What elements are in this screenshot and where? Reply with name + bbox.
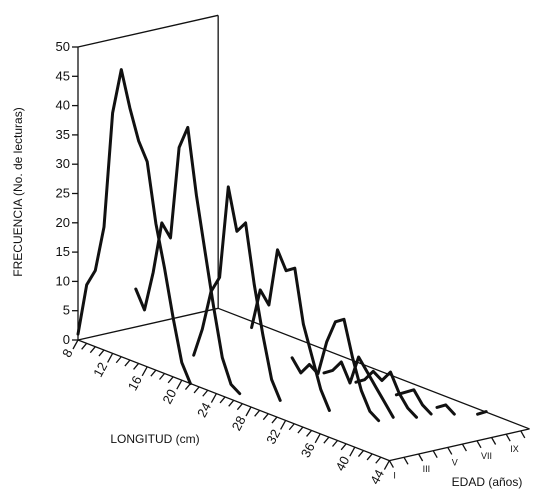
- y-tick-label: 40: [56, 98, 70, 113]
- z-tick-mark: [447, 447, 453, 455]
- x-tick-mark: [167, 376, 174, 384]
- z-tick-mark: [476, 440, 482, 449]
- y-tick-label: 0: [63, 332, 70, 347]
- back-floor-edge: [77, 307, 219, 341]
- y-tick-label: 10: [56, 273, 70, 288]
- y-axis-ticks: 0 5 10 15 20 25 30 35 40 45 50: [56, 39, 78, 347]
- back-top-edge: [77, 14, 219, 48]
- x-tick-mark: [254, 409, 261, 417]
- x-tick-mark: [72, 339, 79, 350]
- y-tick-label: 30: [56, 156, 70, 171]
- z-tick-mark: [461, 443, 467, 452]
- x-tick-mark: [375, 456, 382, 464]
- z-tick-mark: [520, 430, 526, 439]
- series-line-7: [394, 388, 433, 416]
- z-tick-mark: [505, 433, 511, 442]
- z-tick-label: VII: [481, 451, 492, 461]
- y-tick-label: 45: [56, 68, 70, 83]
- x-tick-mark: [219, 396, 226, 404]
- x-tick-label: 20: [159, 387, 179, 407]
- z-tick-label: V: [452, 457, 458, 467]
- x-tick-mark: [202, 389, 209, 397]
- x-tick-label: 12: [90, 360, 110, 380]
- y-tick-label: 15: [56, 244, 70, 259]
- x-tick-mark: [98, 349, 105, 357]
- y-tick-label: 25: [56, 186, 70, 201]
- x-tick-mark: [366, 453, 373, 461]
- x-tick-mark: [340, 443, 347, 451]
- z-tick-mark: [388, 460, 394, 468]
- x-tick-mark: [150, 369, 157, 377]
- x-tick-mark: [280, 420, 287, 430]
- x-tick-mark: [124, 359, 131, 367]
- far-floor-edge: [217, 307, 530, 430]
- y-tick-label: 5: [63, 303, 70, 318]
- series-lines: [76, 68, 488, 423]
- x-tick-mark: [323, 436, 330, 444]
- x-tick-mark: [357, 450, 364, 457]
- x-tick-mark: [210, 393, 217, 403]
- x-tick-mark: [141, 366, 148, 377]
- x-tick-label: 24: [194, 400, 214, 420]
- x-tick-mark: [332, 440, 338, 447]
- x-tick-mark: [193, 386, 200, 394]
- series-line-3: [250, 248, 331, 412]
- series-line-6: [354, 369, 418, 419]
- x-tick-mark: [262, 413, 269, 421]
- series-line-1: [134, 125, 242, 396]
- y-tick-label: 50: [56, 39, 70, 54]
- x-tick-mark: [159, 373, 165, 380]
- x-tick-label: 32: [263, 427, 283, 447]
- x-tick-mark: [288, 423, 295, 431]
- x-axis-label: LONGITUD (cm): [110, 432, 199, 446]
- x-tick-mark: [115, 356, 122, 364]
- x-tick-mark: [297, 426, 304, 434]
- z-tick-mark: [491, 437, 497, 445]
- x-tick-label: 36: [298, 440, 318, 460]
- series-line-5: [322, 355, 395, 419]
- series-line-2: [192, 185, 282, 402]
- z-tick-label: IX: [510, 444, 519, 454]
- x-tick-mark: [176, 379, 183, 390]
- series-line-4: [290, 317, 381, 423]
- x-tick-mark: [271, 416, 278, 424]
- y-axis-label: FRECUENCIA (No. de lecturas): [11, 107, 25, 276]
- y-tick-label: 20: [56, 215, 70, 230]
- chart-frame: [77, 14, 530, 462]
- z-axis-line: [389, 428, 530, 462]
- x-tick-mark: [314, 433, 321, 444]
- z-tick-mark: [418, 453, 424, 462]
- z-tick-label: I: [393, 471, 396, 481]
- z-tick-label: III: [423, 464, 431, 474]
- z-tick-mark: [432, 450, 438, 459]
- x-tick-mark: [245, 406, 252, 417]
- x-tick-mark: [349, 446, 356, 457]
- y-tick-label: 35: [56, 127, 70, 142]
- x-tick-mark: [306, 430, 313, 437]
- z-axis-label: EDAD (años): [452, 475, 523, 489]
- x-tick-mark: [107, 353, 114, 363]
- series-line-0: [76, 68, 192, 386]
- x-tick-label: 40: [332, 454, 352, 474]
- series-line-8: [435, 403, 456, 416]
- x-tick-mark: [81, 342, 88, 350]
- x-tick-label: 44: [367, 467, 387, 487]
- x-tick-mark: [228, 399, 235, 407]
- x-tick-mark: [383, 460, 390, 470]
- series-line-9: [476, 410, 488, 416]
- x-tick-mark: [89, 346, 96, 354]
- x-tick-label: 28: [229, 413, 249, 433]
- z-tick-mark: [403, 456, 409, 465]
- x-tick-mark: [133, 363, 140, 370]
- x-tick-mark: [236, 403, 243, 411]
- x-tick-label: 16: [125, 373, 145, 393]
